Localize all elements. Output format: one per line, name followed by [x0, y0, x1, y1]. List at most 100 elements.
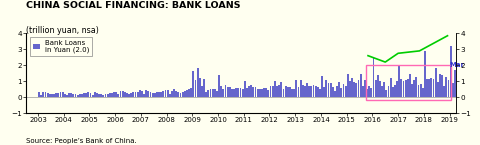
Bar — [137, 92, 139, 97]
Bar — [229, 87, 231, 97]
Bar — [394, 85, 396, 97]
Bar — [403, 81, 405, 97]
Legend: Bank Loans
in Yuan (2.0): Bank Loans in Yuan (2.0) — [30, 37, 92, 56]
Bar — [244, 81, 246, 97]
Bar — [124, 92, 126, 97]
Bar — [132, 92, 134, 97]
Bar — [338, 82, 340, 97]
Bar — [169, 94, 171, 97]
Bar — [74, 94, 76, 97]
Bar — [246, 88, 248, 97]
Bar — [100, 94, 102, 97]
Bar — [435, 68, 437, 97]
Bar — [392, 87, 394, 97]
Bar — [60, 92, 61, 97]
Bar — [42, 92, 44, 97]
Bar — [79, 94, 81, 97]
Bar — [72, 94, 74, 97]
Bar — [400, 79, 402, 97]
Bar — [454, 70, 456, 97]
Bar — [405, 80, 407, 97]
Bar — [287, 87, 288, 97]
Bar — [254, 87, 256, 97]
Bar — [444, 86, 445, 97]
Bar — [225, 85, 227, 97]
Bar — [165, 90, 167, 97]
Bar — [450, 46, 452, 97]
Bar — [201, 86, 203, 97]
Bar — [218, 75, 220, 97]
Bar — [47, 93, 48, 97]
Bar — [173, 89, 175, 97]
Bar — [409, 74, 411, 97]
Bar — [289, 87, 291, 97]
Bar — [107, 94, 108, 97]
Bar — [66, 95, 68, 97]
Bar — [111, 93, 113, 97]
Bar — [252, 87, 254, 97]
Bar — [420, 84, 421, 97]
Bar — [113, 92, 115, 97]
Bar — [398, 65, 400, 97]
Bar — [298, 87, 300, 97]
Bar — [242, 89, 244, 97]
Bar — [147, 91, 149, 97]
Bar — [77, 95, 79, 97]
Bar — [178, 92, 180, 97]
Bar — [223, 89, 224, 97]
Bar — [270, 86, 272, 97]
Bar — [94, 92, 96, 97]
Bar — [102, 95, 104, 97]
Bar — [96, 93, 98, 97]
Bar — [385, 90, 387, 97]
Bar — [216, 91, 218, 97]
Bar — [325, 80, 327, 97]
Bar — [278, 85, 280, 97]
Bar — [64, 94, 66, 97]
Bar — [191, 88, 192, 97]
Bar — [447, 80, 449, 97]
Bar — [340, 88, 342, 97]
Bar — [441, 75, 443, 97]
Bar — [334, 91, 336, 97]
Bar — [368, 86, 370, 97]
Bar — [323, 87, 325, 97]
Bar — [317, 87, 319, 97]
Bar — [85, 93, 87, 97]
Bar — [375, 80, 376, 97]
Bar — [311, 86, 312, 97]
Bar — [302, 85, 304, 97]
Bar — [312, 85, 314, 97]
Bar — [156, 92, 158, 97]
Bar — [180, 93, 181, 97]
Bar — [227, 87, 228, 97]
Bar — [199, 78, 201, 97]
Bar — [261, 89, 263, 97]
Bar — [167, 90, 168, 97]
Bar — [205, 92, 207, 97]
Bar — [212, 89, 214, 97]
Bar — [233, 89, 235, 97]
Bar — [332, 87, 334, 97]
Bar — [424, 51, 426, 97]
Bar — [150, 92, 152, 97]
Bar — [426, 79, 428, 97]
Text: Source: People’s Bank of China.: Source: People’s Bank of China. — [26, 138, 137, 144]
Bar — [437, 82, 439, 97]
Bar — [415, 77, 417, 97]
Bar — [366, 65, 451, 100]
Bar — [238, 88, 240, 97]
Bar — [353, 81, 355, 97]
Bar — [51, 94, 53, 97]
Bar — [128, 94, 130, 97]
Bar — [162, 91, 164, 97]
Bar — [158, 92, 160, 97]
Bar — [319, 89, 321, 97]
Bar — [141, 91, 143, 97]
Bar — [38, 92, 40, 97]
Bar — [372, 57, 374, 97]
Bar — [445, 77, 447, 97]
Bar — [90, 93, 91, 97]
Bar — [413, 80, 415, 97]
Bar — [308, 86, 310, 97]
